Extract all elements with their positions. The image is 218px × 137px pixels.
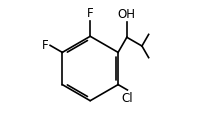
Text: F: F	[41, 39, 48, 52]
Text: F: F	[87, 7, 94, 19]
Text: OH: OH	[118, 8, 136, 21]
Text: Cl: Cl	[122, 92, 133, 105]
